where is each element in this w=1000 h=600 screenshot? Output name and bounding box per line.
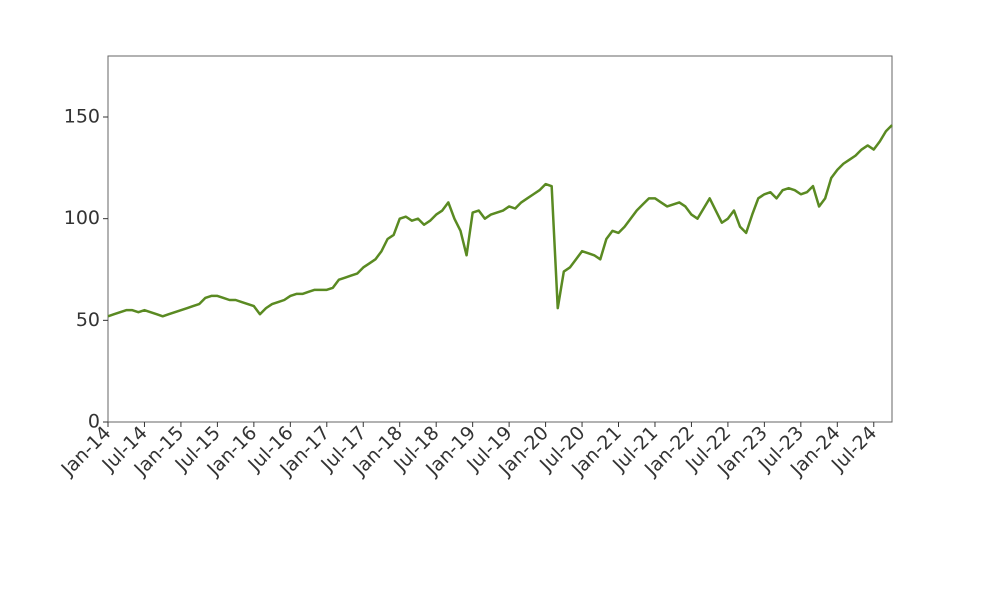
y-tick-label: 150 <box>64 106 100 128</box>
line-series <box>107 124 893 318</box>
y-tick-label: 50 <box>76 309 100 331</box>
y-tick-label: 0 <box>88 411 100 433</box>
plot-frame <box>107 55 893 423</box>
y-tick-label: 100 <box>64 207 100 229</box>
